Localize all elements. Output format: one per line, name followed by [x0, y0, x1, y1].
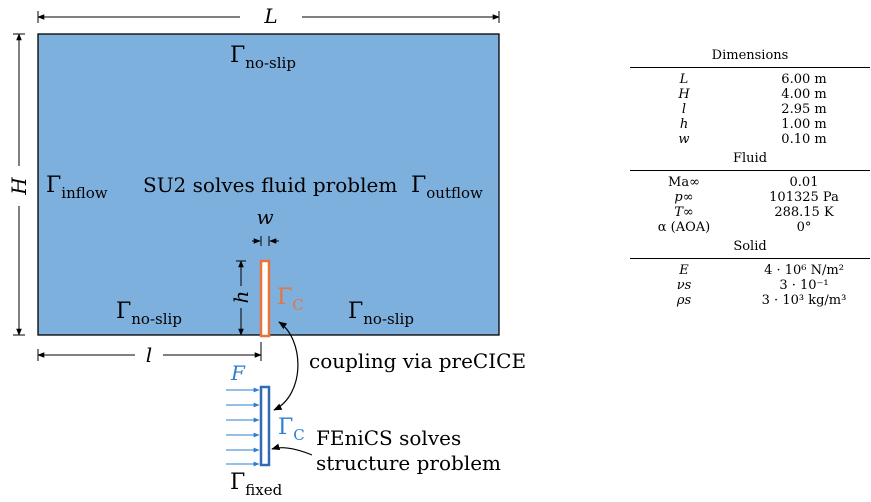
- gamma-inflow: Γinflow: [46, 173, 108, 202]
- gamma-fixed: Γfixed: [230, 470, 283, 499]
- parameter-table: Dimensions L 6.00 m H 4.00 m l 2.95 m h 1.00…: [630, 48, 870, 308]
- fluid-solver-text: SU2 solves fluid problem: [143, 173, 397, 197]
- fluid-flap: [259, 259, 271, 338]
- force-label: F: [230, 361, 246, 385]
- table-row: ρs 3 · 10³ kg/m³: [676, 293, 847, 308]
- section-header-dimensions: Dimensions: [711, 48, 789, 63]
- section-header-solid: Solid: [733, 239, 767, 254]
- dim-w-label: w: [256, 205, 273, 229]
- table-row: p∞ 101325 Pa: [674, 190, 839, 205]
- dim-H-label: H: [7, 177, 31, 196]
- dim-L-label: L: [263, 4, 277, 28]
- fsi-schematic: L H l h w Γno-slip Γinflow Γoutflow Γno-…: [7, 4, 526, 499]
- solid-solver-text-line1: FEniCS solves: [316, 426, 461, 450]
- table-row: H 4.00 m: [678, 87, 827, 102]
- gamma-noslip-bottom-right: Γno-slip: [348, 299, 414, 328]
- table-row: α (AOA) 0°: [657, 220, 812, 235]
- dim-l-label: l: [146, 343, 152, 367]
- table-row: L 6.00 m: [679, 72, 827, 87]
- table-row: h 1.00 m: [679, 117, 827, 132]
- gamma-noslip-bottom-left: Γno-slip: [116, 299, 182, 328]
- force-arrows: [226, 387, 260, 467]
- gamma-c-fluid: ΓC: [277, 285, 304, 314]
- table-row: Ma∞ 0.01: [668, 175, 819, 190]
- coupling-text: coupling via preCICE: [309, 349, 526, 373]
- gamma-noslip-top: Γno-slip: [230, 43, 296, 72]
- gamma-outflow: Γoutflow: [411, 173, 483, 202]
- coupling-arrow: [273, 321, 299, 411]
- section-header-fluid: Fluid: [732, 151, 768, 166]
- table-row: w 0.10 m: [678, 132, 827, 147]
- table-row: l 2.95 m: [681, 102, 827, 117]
- dim-h-label: h: [229, 291, 253, 304]
- solid-solver-pointer: [271, 443, 313, 456]
- solid-solver-text-line2: structure problem: [316, 451, 501, 475]
- table-row: T∞ 288.15 K: [674, 205, 834, 220]
- solid-flap: [259, 385, 271, 467]
- gamma-c-solid: ΓC: [278, 415, 305, 444]
- table-row: νs 3 · 10⁻¹: [676, 278, 829, 293]
